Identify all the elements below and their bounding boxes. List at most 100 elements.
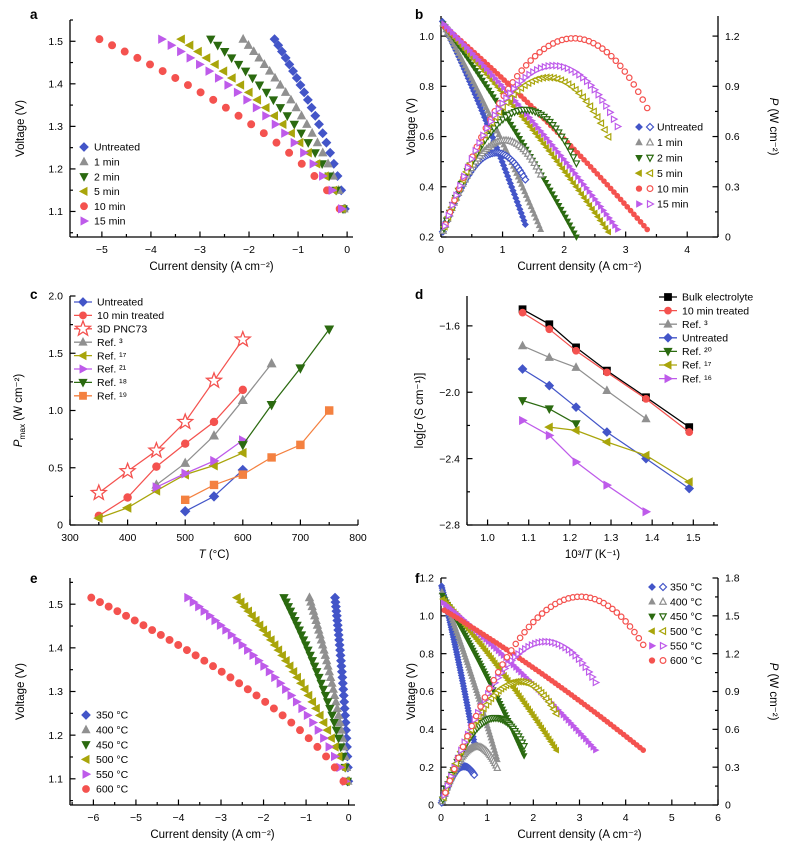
svg-text:0.2: 0.2 (419, 762, 434, 774)
svg-text:−2.8: −2.8 (439, 520, 460, 532)
chart-d: 1.0 1.1 1.2 1.3 1.4 1.5−1.6−2.0−2.4−2.810³/T … (414, 287, 753, 560)
panel-letter: a (30, 7, 38, 22)
svg-text:Current density (A cm⁻²): Current density (A cm⁻²) (150, 829, 274, 841)
svg-text:2 min: 2 min (657, 153, 683, 165)
svg-text:550 °C: 550 °C (96, 769, 129, 781)
svg-text:0: 0 (438, 812, 444, 824)
axis-labels: −5 −4 −3 −2 −1 0 1.1 1.2 1.3 1.4 1.5 (48, 36, 350, 256)
svg-text:400: 400 (119, 532, 137, 544)
svg-text:1: 1 (484, 812, 490, 824)
svg-text:600 °C: 600 °C (670, 655, 703, 667)
svg-text:1.2: 1.2 (419, 573, 434, 585)
chart-a: −5 −4 −3 −2 −1 0 1.1 1.2 1.3 1.4 1.5 Current densit… (15, 7, 353, 273)
svg-text:400 °C: 400 °C (670, 596, 703, 608)
svg-text:Current density (A cm⁻²): Current density (A cm⁻²) (517, 829, 641, 841)
series-10-min-treated (518, 308, 694, 436)
series-untreated (517, 364, 695, 494)
axis-labels: 300 400 500 600 700 800 0 0.5 1.0 1.5 2.0 (48, 291, 367, 544)
panel-b: 0 1 2 3 4 0.2 0.4 0.6 0.8 1.0 0 0.3 0.6 0.9 1.2 Current… (403, 0, 807, 280)
svg-text:f: f (415, 571, 420, 586)
svg-text:1.1: 1.1 (48, 774, 63, 786)
svg-text:Current density (A cm⁻²): Current density (A cm⁻²) (517, 261, 641, 273)
series-ref (237, 325, 335, 451)
svg-text:1.3: 1.3 (48, 121, 63, 133)
svg-text:10³/T (K⁻¹): 10³/T (K⁻¹) (565, 549, 620, 560)
svg-text:c: c (30, 287, 38, 302)
legend: 350 °C 400 °C 450 °C 500 °C 550 °C 600 °C (80, 710, 129, 796)
panel-letter: b (415, 7, 423, 22)
panel-letter: c (30, 287, 38, 302)
svg-text:2: 2 (561, 244, 567, 256)
series-2-min (206, 35, 348, 215)
svg-text:1: 1 (500, 244, 506, 256)
svg-text:P (W cm⁻²): P (W cm⁻²) (767, 98, 779, 156)
svg-text:−6: −6 (87, 812, 99, 824)
svg-text:0.6: 0.6 (725, 724, 740, 736)
svg-text:3D PNC73: 3D PNC73 (97, 324, 147, 336)
svg-text:0: 0 (725, 800, 731, 812)
svg-text:3: 3 (577, 812, 583, 824)
svg-text:5 min: 5 min (657, 168, 683, 180)
series-ref (180, 406, 334, 505)
svg-text:2 min: 2 min (94, 171, 120, 183)
svg-text:−2: −2 (243, 244, 255, 256)
svg-text:T (°C): T (°C) (199, 549, 230, 560)
legend: 350 °C 400 °C 450 °C 500 °C 550 °C 600 °C (647, 582, 703, 667)
axis-spines (69, 296, 358, 526)
svg-text:1.4: 1.4 (48, 643, 63, 655)
svg-text:500 °C: 500 °C (96, 754, 129, 766)
svg-text:d: d (415, 287, 423, 302)
svg-text:1.2: 1.2 (725, 31, 740, 43)
series-ref (519, 415, 652, 517)
svg-text:10 min treated: 10 min treated (97, 310, 164, 322)
svg-text:1.2: 1.2 (563, 532, 578, 544)
svg-text:−4: −4 (172, 812, 184, 824)
svg-text:15 min: 15 min (94, 216, 126, 228)
svg-text:Ref. ²⁰: Ref. ²⁰ (682, 346, 712, 358)
series-p-600-c (442, 593, 647, 796)
svg-text:−2: −2 (258, 812, 270, 824)
chart-b: 0 1 2 3 4 0.2 0.4 0.6 0.8 1.0 0 0.3 0.6 0.9 1.2 Current… (406, 7, 779, 273)
svg-text:log[σ (S cm⁻¹)]: log[σ (S cm⁻¹)] (414, 373, 426, 449)
svg-text:5: 5 (669, 812, 675, 824)
panel-letter: e (30, 571, 38, 586)
axis-spines (440, 16, 719, 238)
svg-text:0: 0 (57, 520, 63, 532)
svg-text:Bulk electrolyte: Bulk electrolyte (682, 292, 753, 304)
svg-text:2: 2 (530, 812, 536, 824)
svg-text:Voltage (V): Voltage (V) (15, 100, 27, 157)
svg-text:b: b (415, 7, 423, 22)
svg-text:1.2: 1.2 (48, 730, 63, 742)
svg-text:450 °C: 450 °C (670, 611, 703, 623)
svg-text:P (W cm⁻²): P (W cm⁻²) (767, 663, 779, 721)
axis-spines (440, 578, 719, 806)
svg-text:Current density (A cm⁻²): Current density (A cm⁻²) (149, 261, 273, 273)
svg-text:−2.0: −2.0 (439, 387, 460, 399)
svg-text:Voltage (V): Voltage (V) (406, 663, 418, 720)
series-10-min-treated (94, 385, 248, 521)
chart-f: 0 1 2 3 4 5 600.20.40.60.81.01.200.30.60.91.21… (406, 571, 779, 841)
panel-letter: f (415, 571, 420, 586)
svg-text:800: 800 (349, 532, 367, 544)
svg-text:Ref. ²¹: Ref. ²¹ (97, 364, 127, 376)
svg-text:0.4: 0.4 (419, 724, 434, 736)
svg-text:Ref. ¹⁷: Ref. ¹⁷ (682, 360, 712, 372)
svg-text:0.8: 0.8 (419, 648, 434, 660)
legend: Untreated 1 min 2 min 5 min 10 min 15 min (634, 122, 703, 211)
svg-text:Ref. ¹⁸: Ref. ¹⁸ (97, 377, 127, 389)
svg-text:1.1: 1.1 (48, 206, 63, 218)
svg-text:0.4: 0.4 (419, 181, 434, 193)
svg-text:2.0: 2.0 (48, 291, 63, 303)
axis-spines (69, 20, 353, 238)
panel-a: −5 −4 −3 −2 −1 0 1.1 1.2 1.3 1.4 1.5 Current densit… (0, 0, 403, 280)
svg-text:350 °C: 350 °C (96, 710, 129, 722)
svg-text:10 min: 10 min (657, 183, 689, 195)
legend: Untreated 1 min 2 min 5 min 10 min 15 min (78, 142, 140, 228)
axis-spines (466, 296, 718, 526)
axis-spines (69, 578, 355, 806)
svg-text:1.0: 1.0 (48, 405, 63, 417)
svg-text:0.6: 0.6 (419, 131, 434, 143)
panel-c: 300 400 500 600 700 800 0 0.5 1.0 1.5 2.0 T (°C) Pma… (0, 280, 403, 560)
svg-text:0: 0 (346, 812, 352, 824)
